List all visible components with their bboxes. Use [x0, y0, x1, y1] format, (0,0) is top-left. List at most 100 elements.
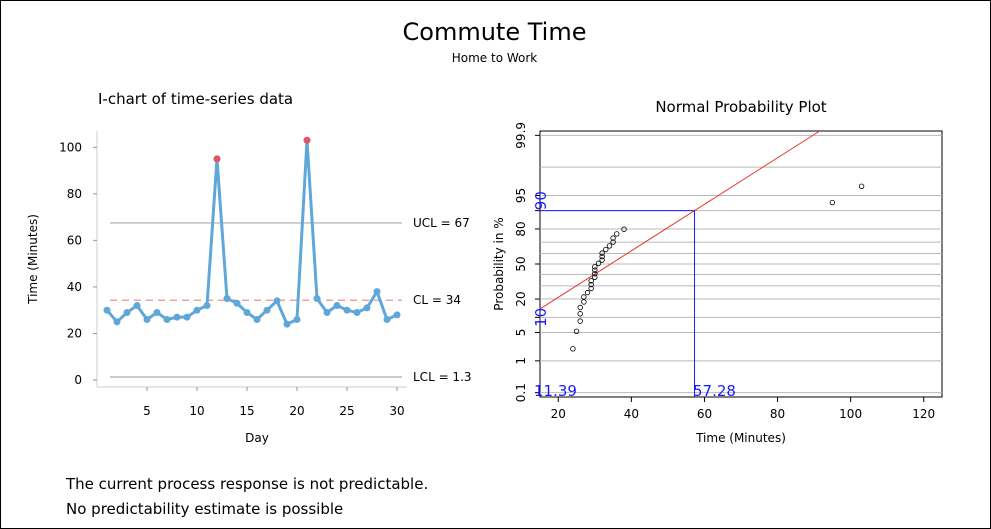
probplot-data-point — [606, 243, 613, 249]
ichart-reference-label: LCL = 1.3 — [413, 370, 472, 384]
ichart-x-tick-label: 5 — [143, 404, 151, 418]
ichart-y-tick-label: 80 — [67, 187, 82, 201]
probplot-data-point — [577, 304, 583, 311]
probplot-data-point — [592, 267, 598, 273]
ichart-data-point — [353, 309, 361, 317]
probplot-data-point — [581, 299, 587, 305]
probplot-data-point — [588, 278, 594, 284]
predictability-status-text: The current process response is not pred… — [66, 475, 429, 493]
probplot-data-point — [577, 318, 583, 324]
probplot-x-axis-title: Time (Minutes) — [695, 431, 786, 445]
ichart-y-tick-label: 100 — [59, 140, 82, 154]
ichart-data-point — [153, 309, 161, 317]
page-subtitle: Home to Work — [451, 51, 538, 65]
ichart-data-point — [203, 302, 211, 310]
ichart-signal-point — [303, 136, 311, 144]
probplot-y-tick-label: 0.1 — [514, 383, 528, 402]
ichart-data-point — [133, 302, 141, 310]
ichart-data-point — [333, 302, 341, 310]
probplot-data-point — [621, 226, 627, 232]
probplot-y-axis-title: Probability in % — [492, 217, 506, 310]
probplot-data-point — [595, 260, 602, 267]
probplot-data-point — [599, 250, 605, 256]
ichart-data-point — [393, 311, 401, 319]
probplot-fit-line — [539, 130, 820, 310]
ichart-data-point — [373, 288, 381, 296]
ichart-data-point — [343, 306, 351, 314]
ichart-x-tick-label: 30 — [389, 404, 404, 418]
ichart-data-point — [233, 299, 241, 307]
normal-probability-plot: 0.1 1 5 20 50 80 95 99.9 20 40 60 80 100 120 Time (Min… — [492, 122, 943, 445]
ichart-data-point — [363, 304, 371, 312]
ichart-data-point — [173, 313, 181, 321]
probplot-y-tick-label: 95 — [514, 188, 528, 203]
probplot-x-tick-label: 120 — [912, 407, 935, 421]
ichart-y-tick-label: 0 — [74, 373, 82, 387]
probplot-data-point — [584, 289, 591, 296]
probplot-data-point — [592, 270, 598, 277]
probplot-x-tick-label: 20 — [551, 407, 566, 421]
probplot-x10-annotation: 11.39 — [534, 382, 577, 400]
ichart-series-line — [105, 138, 398, 326]
probplot-y-tick-label: 1 — [514, 357, 528, 365]
probplot-data-point — [610, 239, 616, 245]
ichart-data-point — [283, 320, 291, 328]
probplot-y-tick-label: 99.9 — [514, 122, 528, 149]
probplot-data-point — [570, 346, 576, 352]
ichart-data-point — [143, 316, 151, 324]
ichart-reference-label: CL = 34 — [413, 293, 461, 307]
probplot-x-tick-label: 40 — [624, 407, 639, 421]
ichart-data-point — [183, 313, 191, 321]
probplot-data-point — [603, 246, 609, 253]
ichart-data-point — [383, 316, 391, 324]
probplot-data-point — [577, 311, 583, 317]
probplot-data-point — [599, 253, 605, 260]
ichart: 0 20 40 60 80 100 5 10 15 20 25 30 Day Time (Minutes)… — [26, 131, 472, 445]
probplot-data-point — [588, 285, 594, 292]
ichart-y-tick-label: 20 — [67, 326, 82, 340]
ichart-signal-point — [213, 155, 221, 163]
ichart-title: I-chart of time-series data — [98, 90, 294, 108]
ichart-data-point — [313, 295, 321, 303]
ichart-data-point — [223, 295, 231, 303]
probplot-data-point — [610, 235, 616, 241]
probplot-data-point — [858, 183, 865, 190]
probplot-title: Normal Probability Plot — [655, 98, 827, 116]
ichart-x-axis-title: Day — [245, 431, 269, 445]
ichart-data-point — [113, 318, 121, 326]
probplot-data-point — [599, 257, 605, 263]
probplot-data-point — [614, 231, 620, 237]
probplot-data-point — [592, 264, 598, 270]
probplot-x-tick-label: 80 — [770, 407, 785, 421]
ichart-data-point — [163, 316, 171, 324]
ichart-data-point — [243, 309, 251, 317]
probplot-y-tick-label: 20 — [514, 291, 528, 306]
probplot-data-point — [588, 281, 594, 288]
probplot-p10-annotation: 10 — [532, 308, 550, 327]
ichart-data-point — [273, 297, 281, 305]
ichart-reference-label: UCL = 67 — [413, 216, 470, 230]
page-title: Commute Time — [402, 18, 587, 46]
probplot-data-point — [592, 274, 598, 280]
probplot-x-tick-label: 100 — [839, 407, 862, 421]
probplot-x90-annotation: 57.28 — [693, 382, 736, 400]
ichart-data-point — [123, 309, 131, 317]
ichart-y-tick-label: 60 — [67, 233, 82, 247]
ichart-data-point — [293, 316, 301, 324]
probplot-y-tick-label: 80 — [514, 221, 528, 236]
ichart-x-tick-label: 15 — [239, 404, 254, 418]
ichart-data-point — [263, 306, 271, 314]
ichart-data-point — [253, 316, 261, 324]
ichart-data-point — [323, 309, 331, 317]
ichart-data-point — [103, 306, 111, 314]
probplot-p90-annotation: 90 — [532, 191, 550, 210]
ichart-x-tick-label: 10 — [189, 404, 204, 418]
probplot-y-tick-label: 5 — [514, 329, 528, 337]
probplot-data-point — [829, 199, 836, 206]
ichart-y-axis-title: Time (Minutes) — [26, 214, 40, 305]
probplot-data-point — [581, 294, 587, 300]
predictability-estimate-text: No predictability estimate is possible — [66, 500, 344, 518]
probplot-x-tick-label: 60 — [697, 407, 712, 421]
ichart-data-point — [193, 306, 201, 314]
